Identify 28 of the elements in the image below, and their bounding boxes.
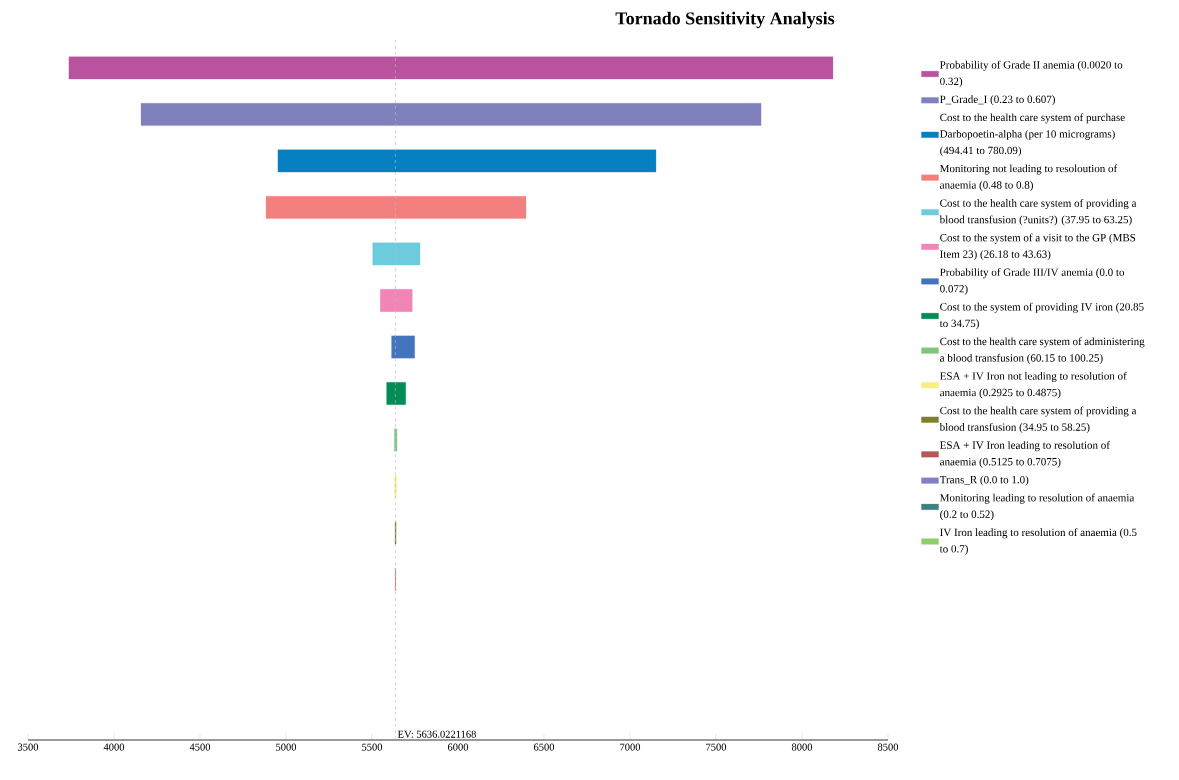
x-tick-label: 6500	[533, 743, 555, 751]
x-tick-label: 5000	[276, 743, 297, 751]
chart-title: Tornado Sensitivity Analysis	[615, 11, 835, 29]
x-tick-label: 4000	[103, 743, 125, 751]
legend-label: P_Grade_I (0.23 to 0.607)	[939, 95, 1055, 106]
x-tick-label: 5500	[362, 743, 383, 751]
legend-label: Monitoring not leading to resoloution of anaemia (0.48 to 0.8)	[939, 164, 1118, 191]
x-tick-label: 8500	[877, 743, 899, 751]
legend-label: Trans_R (0.0 to 1.0)	[939, 475, 1029, 486]
legend-label: Probability of Grade II anemia (0.0020 to 0.32)	[939, 60, 1123, 88]
legend-label: IV Iron leading to resolution of anaemia (0.5 to 0.7)	[939, 528, 1137, 555]
x-tick-label: 8000	[791, 743, 813, 751]
ref-line-label: EV: 5636.0221168	[397, 730, 476, 738]
legend-label: Cost to the health care system of providing a blood transfusion (?units?) (37.95 to 63.25)	[939, 198, 1137, 226]
legend-label: Cost to the health care system of administering a blood transfusion (60.15 to 100.25)	[940, 337, 1145, 364]
legend-label: Monitoring leading to resolution of anaemia (0.2 to 0.52)	[939, 493, 1135, 521]
legend-label: ESA + IV Iron leading to resolution of anaemia (0.5125 to 0.7075)	[939, 441, 1110, 468]
legend-label: Cost to the health care system of providing a blood transfusion (34.95 to 58.25)	[939, 406, 1137, 434]
legend-label: ESA + IV Iron not leading to resolution of anaemia (0.2925 to 0.4875)	[939, 371, 1127, 399]
x-tick-label: 4500	[189, 743, 211, 751]
x-tick-label: 7500	[706, 743, 727, 751]
x-tick-label: 6000	[447, 743, 469, 751]
x-tick-label: 7000	[620, 743, 641, 751]
legend-label: Cost to the system of a visit to the GP (MBS Item 23) (26.18 to 43.63)	[940, 233, 1136, 261]
x-tick-label: 3500	[18, 743, 39, 751]
legend-label: Cost to the health care system of purchase Darbopoetin-alpha (per 10 micrograms) (494.41 to 780.09)	[939, 113, 1125, 157]
legend-label: Probability of Grade III/IV anemia (0.0 to 0.072)	[939, 268, 1125, 295]
legend-label: Cost to the system of providing IV iron (20.85 to 34.75)	[939, 302, 1144, 330]
